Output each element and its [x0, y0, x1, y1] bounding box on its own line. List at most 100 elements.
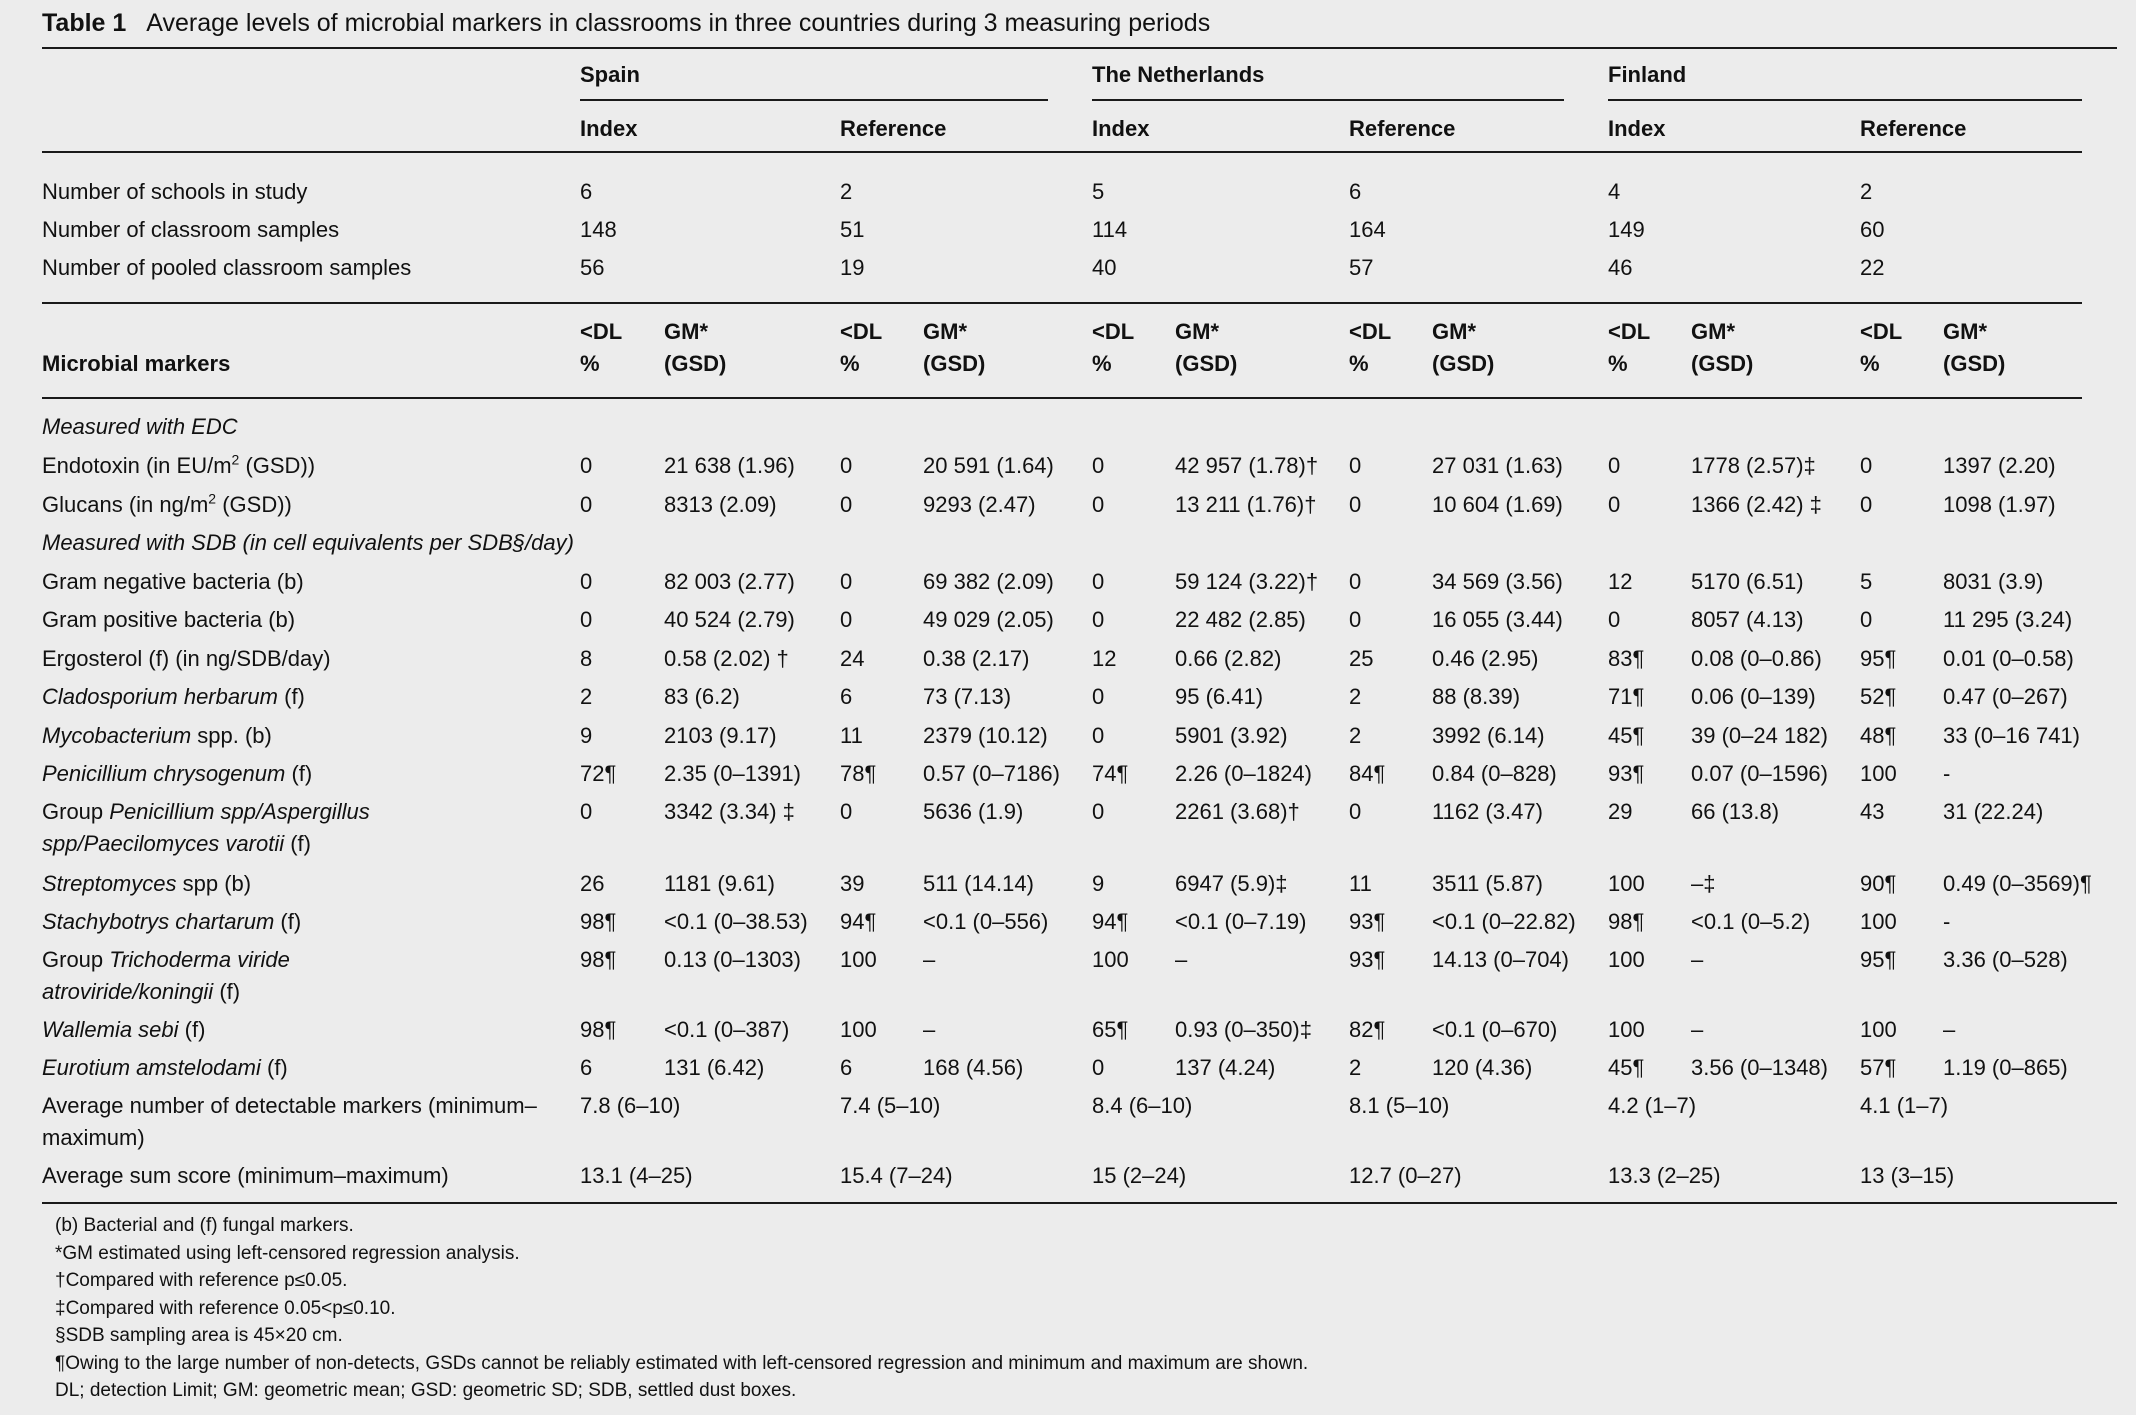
header-gsd-2: (GSD) [1175, 351, 1238, 376]
avg-markers-label-line2: maximum) [42, 1125, 145, 1150]
marker-row-3-dl-0: 2 [580, 684, 593, 709]
group-penicillium-label-line1: Group Penicillium spp/Aspergillus [42, 797, 370, 827]
group-trichoderma-label-line2: atroviride/koningii (f) [42, 977, 240, 1007]
section-edc: Measured with EDC [42, 414, 238, 439]
group-penicillium-gm-3: 1162 (3.47) [1432, 799, 1543, 824]
marker-row-0-dl-2: 0 [1092, 569, 1105, 594]
endotoxin-gm-3: 27 031 (1.63) [1432, 453, 1563, 478]
marker-row-5-gm-1: 0.57 (0–7186) [923, 761, 1060, 786]
endotoxin-gm-1: 20 591 (1.64) [923, 453, 1054, 478]
marker-row-5-gm-5: - [1943, 761, 1951, 786]
marker-row-b0-gm-1: 511 (14.14) [923, 871, 1034, 896]
marker-row-1-gm-4: 8057 (4.13) [1691, 607, 1804, 632]
marker-row-b0-dl-2: 9 [1092, 871, 1105, 896]
marker-row-0-dl-4: 12 [1608, 569, 1633, 594]
marker-row-b1-dl-0: 98¶ [580, 909, 617, 934]
marker-row-b1-dl-2: 94¶ [1092, 909, 1129, 934]
marker-row-c1-gm-0: 131 (6.42) [664, 1055, 765, 1080]
label-italic: Trichoderma viride [109, 947, 290, 972]
glucans-gm-3: 10 604 (1.69) [1432, 492, 1563, 517]
avg-markers-value-5: 4.1 (1–7) [1860, 1093, 1949, 1118]
marker-row-b1-dl-4: 98¶ [1608, 909, 1645, 934]
marker-row-5-gm-4: 0.07 (0–1596) [1691, 761, 1828, 786]
table-label: Table 1 [42, 9, 127, 37]
marker-row-1-dl-3: 0 [1349, 607, 1362, 632]
marker-row-c1-dl-4: 45¶ [1608, 1055, 1645, 1080]
marker-row-c1-dl-3: 2 [1349, 1055, 1362, 1080]
marker-row-2-dl-5: 95¶ [1860, 646, 1897, 671]
marker-header-rule [42, 397, 2082, 399]
endotoxin-dl-2: 0 [1092, 453, 1105, 478]
marker-row-3-gm-1: 73 (7.13) [923, 684, 1012, 709]
group-penicillium-gm-1: 5636 (1.9) [923, 799, 1024, 824]
marker-row-1-dl-4: 0 [1608, 607, 1621, 632]
glucans-gm-4: 1366 (2.42) ‡ [1691, 492, 1822, 517]
marker-row-0-gm-0: 82 003 (2.77) [664, 569, 795, 594]
marker-row-b0-dl-0: 26 [580, 871, 605, 896]
endotoxin-dl-1: 0 [840, 453, 853, 478]
marker-row-2-gm-0: 0.58 (2.02) † [664, 646, 789, 671]
endotoxin-label: Endotoxin (in EU/m2 (GSD)) [42, 451, 315, 481]
marker-row-3-dl-3: 2 [1349, 684, 1362, 709]
avg-markers-value-0: 7.8 (6–10) [580, 1093, 681, 1118]
avg-sum-value-2: 15 (2–24) [1092, 1163, 1187, 1188]
header-dl-5: <DL [1860, 319, 1903, 344]
count-row-value-2-0: 56 [580, 255, 605, 280]
endotoxin-gm-4: 1778 (2.57)‡ [1691, 453, 1816, 478]
glucans-dl-5: 0 [1860, 492, 1873, 517]
marker-row-0-gm-3: 34 569 (3.56) [1432, 569, 1563, 594]
footnote-2: †Compared with reference p≤0.05. [55, 1270, 348, 1291]
group-header-3: Reference [1349, 116, 1456, 141]
glucans-dl-1: 0 [840, 492, 853, 517]
group-header-1: Reference [840, 116, 947, 141]
count-row-value-0-1: 2 [840, 179, 853, 204]
marker-name-suffix: spp (b) [176, 871, 252, 896]
marker-row-1-gm-3: 16 055 (3.44) [1432, 607, 1563, 632]
glucans-gm-2: 13 211 (1.76)† [1175, 492, 1317, 517]
marker-row-3-gm-4: 0.06 (0–139) [1691, 684, 1816, 709]
marker-row-2-dl-3: 25 [1349, 646, 1374, 671]
marker-name-suffix: spp. (b) [191, 723, 272, 748]
marker-row-5-gm-0: 2.35 (0–1391) [664, 761, 801, 786]
header-dl-pct-2: % [1092, 351, 1112, 376]
country-underline-spain [580, 99, 1048, 101]
group-header-5: Reference [1860, 116, 1967, 141]
footnote-5: ¶Owing to the large number of non-detect… [55, 1352, 1309, 1374]
header-gsd-5: (GSD) [1943, 351, 2006, 376]
marker-row-b0-dl-4: 100 [1608, 871, 1645, 896]
marker-row-b0-gm-2: 6947 (5.9)‡ [1175, 871, 1288, 896]
marker-row-4-gm-4: 39 (0–24 182) [1691, 723, 1828, 748]
footnote-6: DL; detection Limit; GM: geometric mean;… [55, 1380, 797, 1401]
header-dl-pct-5: % [1860, 351, 1880, 376]
group-trichoderma-gm-1: – [923, 947, 936, 972]
counts-rule [42, 302, 2082, 304]
glucans-dl-3: 0 [1349, 492, 1362, 517]
count-row-value-0-3: 6 [1349, 179, 1362, 204]
marker-row-5-dl-3: 84¶ [1349, 761, 1386, 786]
country-header-0: Spain [580, 62, 640, 87]
marker-row-4-dl-5: 48¶ [1860, 723, 1897, 748]
endotoxin-dl-5: 0 [1860, 453, 1873, 478]
marker-row-5-dl-4: 93¶ [1608, 761, 1645, 786]
footnote-4: §SDB sampling area is 45×20 cm. [55, 1325, 343, 1346]
endotoxin-gm-5: 1397 (2.20) [1943, 453, 2056, 478]
marker-row-2-gm-1: 0.38 (2.17) [923, 646, 1030, 671]
marker-name: Endotoxin (in EU/m [42, 453, 232, 478]
endotoxin-gm-2: 42 957 (1.78)† [1175, 453, 1319, 478]
marker-row-b0-gm-5: 0.49 (0–3569)¶ [1943, 871, 2092, 896]
avg-sum-value-4: 13.3 (2–25) [1608, 1163, 1721, 1188]
header-dl-1: <DL [840, 319, 883, 344]
marker-name-suffix: (f) [178, 1017, 206, 1042]
marker-row-1-dl-0: 0 [580, 607, 593, 632]
marker-row-5-dl-5: 100 [1860, 761, 1897, 786]
marker-row-3-dl-5: 52¶ [1860, 684, 1897, 709]
marker-row-3-gm-3: 88 (8.39) [1432, 684, 1521, 709]
group-penicillium-gm-4: 66 (13.8) [1691, 799, 1780, 824]
endotoxin-dl-0: 0 [580, 453, 593, 478]
section-sdb: Measured with SDB (in cell equivalents p… [42, 530, 574, 555]
marker-row-b0-dl-3: 11 [1349, 871, 1372, 896]
marker-row-c1-gm-5: 1.19 (0–865) [1943, 1055, 2068, 1080]
label-suffix: (f) [284, 831, 311, 856]
header-gsd-3: (GSD) [1432, 351, 1495, 376]
group-trichoderma-gm-4: – [1691, 947, 1704, 972]
